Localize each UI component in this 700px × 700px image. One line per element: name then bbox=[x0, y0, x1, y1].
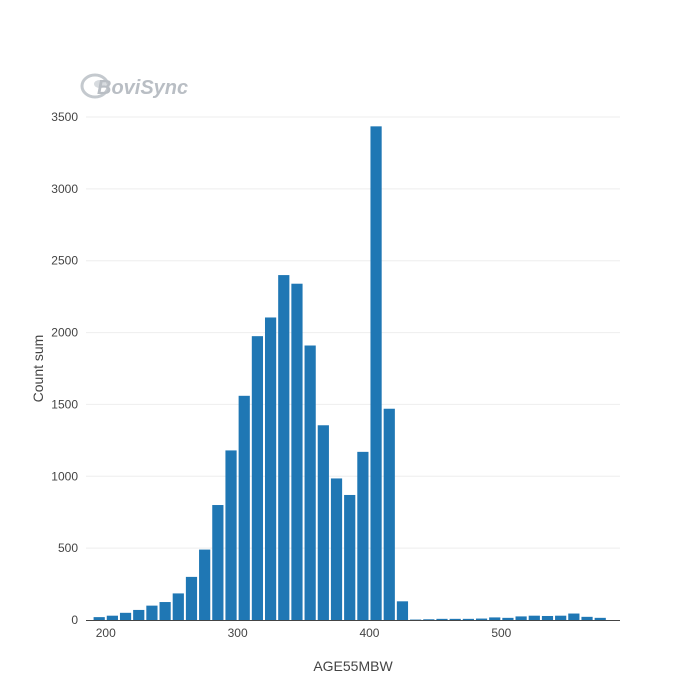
bar bbox=[344, 494, 356, 620]
bar bbox=[475, 618, 488, 620]
bar bbox=[489, 617, 501, 620]
bar bbox=[357, 451, 369, 620]
bar bbox=[555, 615, 567, 620]
bar bbox=[594, 617, 606, 620]
bar bbox=[199, 549, 211, 620]
bar bbox=[225, 450, 237, 620]
x-tick-label: 500 bbox=[491, 626, 511, 640]
y-tick-label: 0 bbox=[71, 613, 78, 627]
bar bbox=[330, 478, 343, 620]
bar bbox=[278, 275, 290, 620]
y-tick-label: 500 bbox=[58, 541, 78, 555]
bar bbox=[528, 615, 540, 620]
x-tick-label: 400 bbox=[359, 626, 379, 640]
bar bbox=[502, 617, 514, 620]
y-tick-label: 3500 bbox=[51, 110, 78, 124]
x-tick-label: 200 bbox=[96, 626, 116, 640]
bars bbox=[93, 126, 606, 620]
y-tick-label: 1000 bbox=[51, 469, 78, 483]
bar bbox=[159, 602, 171, 620]
bar bbox=[133, 609, 145, 620]
y-axis-ticks: 0 500 1000 1500 2000 2500 3000 3500 bbox=[51, 110, 78, 627]
y-tick-label: 1500 bbox=[51, 397, 78, 411]
bar bbox=[317, 425, 329, 620]
bar bbox=[436, 618, 448, 620]
bar bbox=[106, 615, 118, 620]
bar bbox=[238, 395, 250, 620]
bar bbox=[568, 613, 580, 620]
bar bbox=[212, 505, 224, 620]
y-axis-title: Count sum bbox=[30, 335, 46, 403]
bar bbox=[264, 317, 277, 620]
bar bbox=[515, 616, 527, 620]
bar bbox=[396, 601, 409, 620]
bar bbox=[146, 605, 158, 620]
y-tick-label: 2500 bbox=[51, 254, 78, 268]
bar bbox=[541, 615, 554, 620]
bovisync-logo: BoviSync bbox=[80, 73, 188, 99]
bar bbox=[581, 616, 593, 620]
x-tick-label: 300 bbox=[228, 626, 248, 640]
bar bbox=[423, 619, 435, 620]
bar bbox=[93, 617, 105, 620]
gridlines bbox=[86, 116, 620, 549]
y-tick-label: 2000 bbox=[51, 326, 78, 340]
x-axis-title: AGE55MBW bbox=[313, 658, 393, 674]
x-axis-ticks: 200 300 400 500 bbox=[96, 626, 512, 640]
bar bbox=[383, 408, 395, 620]
bar bbox=[251, 336, 264, 620]
bar bbox=[291, 283, 303, 620]
bar bbox=[370, 126, 382, 620]
bar bbox=[449, 618, 461, 620]
bar bbox=[119, 612, 132, 620]
logo-text: BoviSync bbox=[97, 77, 188, 99]
bar bbox=[304, 345, 316, 620]
logo-swoosh-icon bbox=[80, 73, 110, 99]
y-tick-label: 3000 bbox=[51, 182, 78, 196]
bar bbox=[172, 593, 184, 620]
bar bbox=[185, 576, 198, 620]
bar bbox=[462, 618, 474, 620]
